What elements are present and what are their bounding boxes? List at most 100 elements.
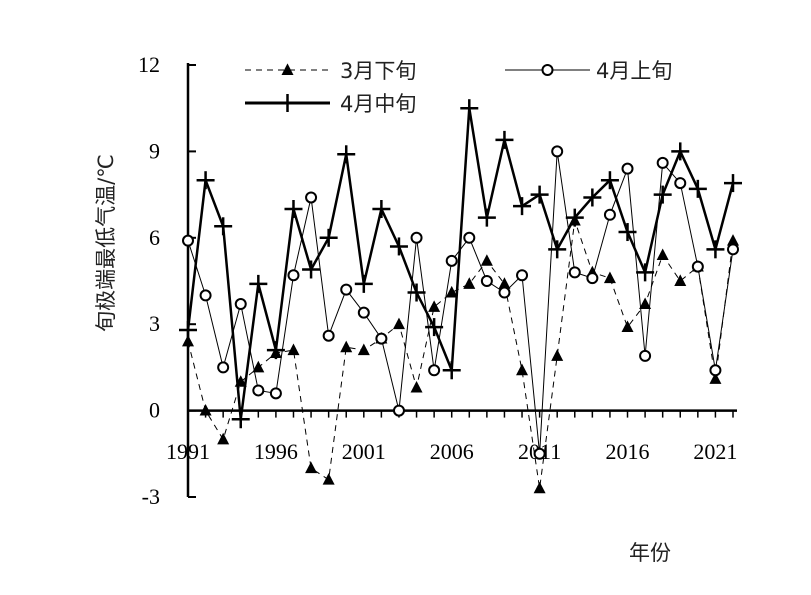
y-tick-label: 6 bbox=[149, 225, 160, 250]
data-point bbox=[428, 300, 441, 312]
data-point bbox=[182, 234, 194, 247]
data-point bbox=[709, 364, 722, 377]
series-3 bbox=[179, 99, 742, 429]
data-point bbox=[463, 231, 476, 244]
data-point bbox=[498, 286, 511, 299]
legend-marker bbox=[281, 63, 294, 75]
data-point bbox=[460, 99, 479, 118]
x-tick-label: 2021 bbox=[693, 439, 737, 464]
data-point bbox=[340, 283, 353, 296]
data-point bbox=[269, 387, 282, 400]
data-point bbox=[392, 404, 405, 417]
data-point bbox=[656, 248, 669, 261]
data-point bbox=[706, 240, 725, 259]
data-point bbox=[252, 360, 265, 373]
data-point bbox=[372, 200, 391, 218]
data-point bbox=[688, 179, 707, 198]
data-point bbox=[354, 274, 373, 293]
x-tick-label: 1996 bbox=[254, 439, 298, 464]
data-point bbox=[603, 208, 616, 221]
data-point bbox=[586, 272, 599, 285]
data-point bbox=[217, 432, 230, 445]
data-point bbox=[337, 145, 356, 164]
data-point bbox=[249, 274, 268, 293]
series-1 bbox=[182, 213, 739, 494]
data-point bbox=[477, 208, 496, 227]
data-point bbox=[498, 277, 511, 289]
x-tick-label: 1991 bbox=[166, 439, 210, 464]
data-point bbox=[302, 260, 321, 279]
data-point bbox=[583, 188, 602, 207]
data-point bbox=[533, 481, 546, 494]
legend-marker bbox=[278, 94, 297, 112]
data-point bbox=[445, 285, 458, 298]
x-axis-title: 年份 bbox=[629, 541, 671, 565]
data-point bbox=[392, 317, 405, 330]
series-layer bbox=[179, 99, 742, 494]
axes: -30369121991199620012006201120162021 bbox=[138, 52, 737, 509]
data-point bbox=[340, 340, 353, 353]
data-point bbox=[196, 171, 215, 190]
data-point bbox=[305, 461, 318, 474]
data-point bbox=[305, 191, 318, 204]
data-point bbox=[375, 332, 388, 345]
data-point bbox=[463, 277, 476, 289]
x-tick-label: 2016 bbox=[606, 439, 650, 464]
data-point bbox=[179, 320, 197, 339]
data-point bbox=[319, 228, 338, 247]
data-point bbox=[217, 361, 230, 374]
data-point bbox=[495, 130, 514, 149]
data-point bbox=[287, 269, 300, 282]
legend-marker bbox=[541, 64, 554, 76]
data-point bbox=[709, 372, 722, 384]
y-tick-label: 12 bbox=[138, 52, 160, 77]
data-point bbox=[442, 361, 461, 380]
legend: 3月下旬 4月上旬 4月中旬 bbox=[245, 59, 672, 116]
x-tick-label: 2006 bbox=[430, 439, 474, 464]
data-point bbox=[516, 363, 529, 376]
data-point bbox=[674, 274, 687, 286]
data-point bbox=[214, 217, 233, 236]
data-point bbox=[600, 171, 619, 190]
data-point bbox=[284, 200, 303, 218]
series-line bbox=[187, 151, 734, 454]
data-point bbox=[410, 380, 423, 393]
data-point bbox=[603, 271, 616, 284]
data-point bbox=[410, 231, 423, 244]
y-axis-title: 旬极端最低气温/℃ bbox=[94, 154, 118, 332]
data-point bbox=[727, 234, 739, 246]
data-point bbox=[480, 275, 493, 287]
data-point bbox=[287, 343, 300, 356]
data-point bbox=[182, 334, 194, 347]
data-point bbox=[621, 162, 634, 175]
data-point bbox=[234, 298, 247, 311]
data-point bbox=[513, 197, 532, 216]
data-point bbox=[636, 263, 655, 282]
legend-item-2: 4月上旬 bbox=[505, 59, 672, 83]
data-point bbox=[533, 447, 546, 460]
data-point bbox=[322, 473, 335, 485]
y-tick-label: 3 bbox=[149, 311, 160, 336]
data-point bbox=[252, 384, 265, 397]
data-point bbox=[674, 177, 687, 190]
y-tick-label: -3 bbox=[142, 484, 160, 509]
data-point bbox=[656, 156, 669, 169]
legend-item-1: 3月下旬 bbox=[245, 59, 416, 83]
data-point bbox=[568, 266, 581, 279]
y-tick-label: 9 bbox=[149, 138, 160, 163]
data-point bbox=[357, 306, 370, 319]
data-point bbox=[530, 185, 549, 204]
data-point bbox=[724, 174, 742, 193]
legend-label: 3月下旬 bbox=[340, 59, 416, 83]
data-point bbox=[671, 142, 690, 161]
data-point bbox=[639, 349, 652, 362]
data-point bbox=[565, 208, 584, 227]
series-2 bbox=[182, 145, 739, 460]
data-point bbox=[389, 237, 408, 256]
data-point bbox=[653, 185, 672, 204]
data-point bbox=[445, 254, 458, 267]
data-point bbox=[480, 254, 493, 266]
series-line bbox=[186, 108, 735, 420]
legend-label: 4月中旬 bbox=[340, 92, 416, 116]
